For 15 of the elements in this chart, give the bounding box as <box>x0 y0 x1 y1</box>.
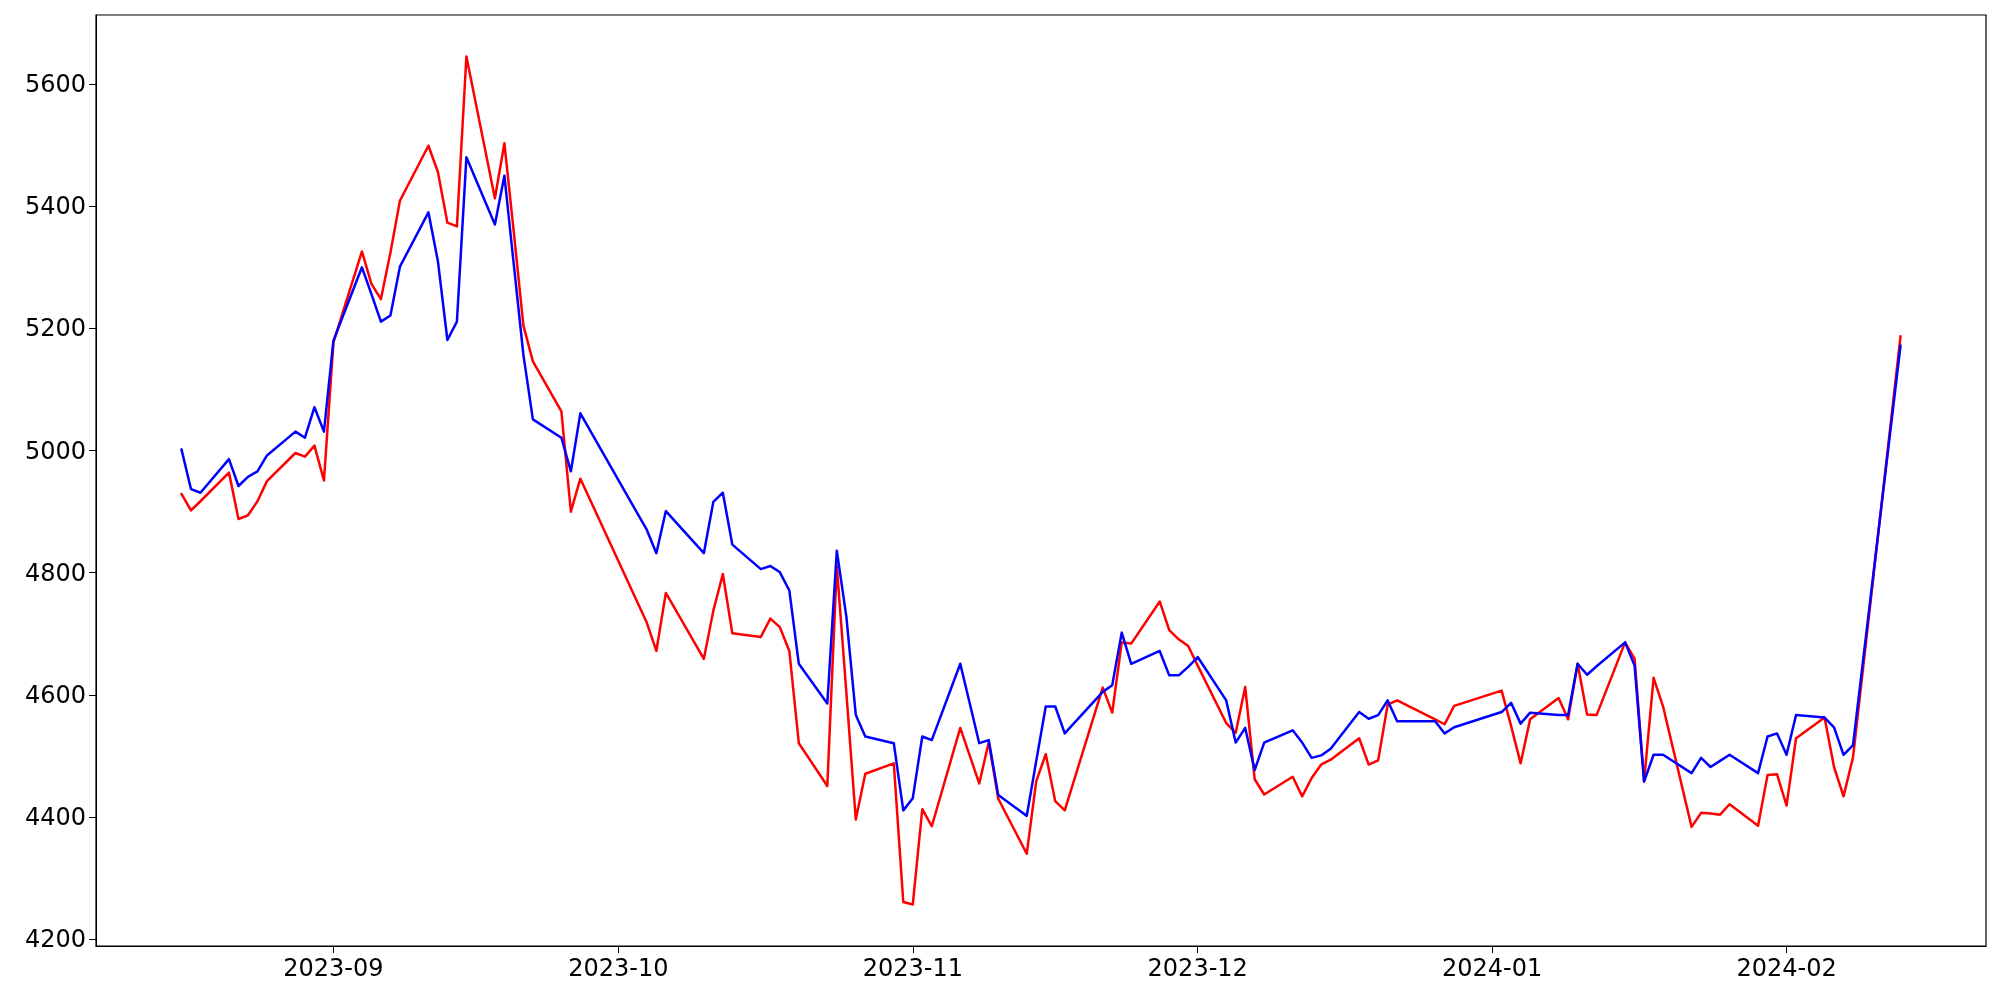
y-tick-label: 4400 <box>24 803 86 832</box>
y-tick-label: 5600 <box>24 70 86 99</box>
y-tick-label: 4600 <box>24 680 86 709</box>
y-tick-label: 5000 <box>24 436 86 465</box>
y-tick-label: 4800 <box>24 558 86 587</box>
y-tick-label: 5400 <box>24 192 86 221</box>
y-tick-label: 4200 <box>24 925 86 954</box>
x-tick-label: 2023-12 <box>1147 954 1248 982</box>
x-tick-label: 2023-11 <box>862 954 963 982</box>
x-tick-label: 2024-01 <box>1441 954 1543 982</box>
line-series <box>180 156 1902 818</box>
x-tick-label: 2023-09 <box>283 954 384 982</box>
x-tick-label: 2023-10 <box>568 954 669 982</box>
x-tick-label: 2024-02 <box>1736 954 1837 982</box>
y-tick-label: 5200 <box>24 314 86 343</box>
